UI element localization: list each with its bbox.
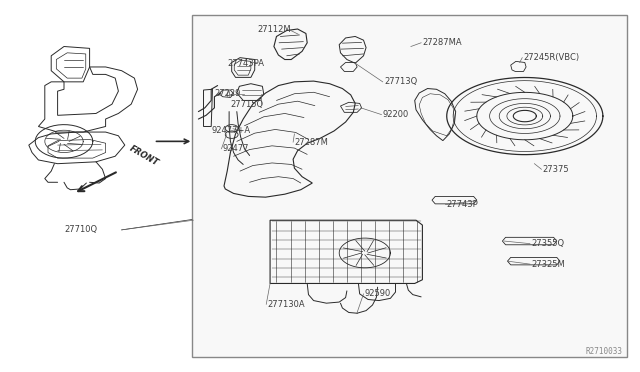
Text: 27743PA: 27743PA — [227, 59, 264, 68]
Text: 27715Q: 27715Q — [230, 100, 264, 109]
Text: R2710033: R2710033 — [585, 347, 622, 356]
Text: 92590: 92590 — [365, 289, 391, 298]
Text: 27287M: 27287M — [294, 138, 328, 147]
Text: 92477: 92477 — [223, 144, 249, 153]
Text: 27229: 27229 — [214, 89, 241, 98]
Text: 27743P: 27743P — [447, 200, 479, 209]
Text: 27325M: 27325M — [531, 260, 565, 269]
Text: 27375: 27375 — [543, 165, 570, 174]
Text: 27112M: 27112M — [257, 25, 291, 34]
Text: 27710Q: 27710Q — [64, 225, 97, 234]
Text: 27355Q: 27355Q — [531, 239, 564, 248]
Text: 27713Q: 27713Q — [384, 77, 417, 86]
Text: 27287MA: 27287MA — [422, 38, 462, 47]
Bar — [192, 15, 627, 357]
Text: 92200: 92200 — [383, 110, 409, 119]
Text: FRONT: FRONT — [128, 144, 161, 168]
Text: 27245R(VBC): 27245R(VBC) — [524, 53, 580, 62]
Text: 277130A: 277130A — [268, 300, 305, 309]
Text: 92477+A: 92477+A — [211, 126, 250, 135]
